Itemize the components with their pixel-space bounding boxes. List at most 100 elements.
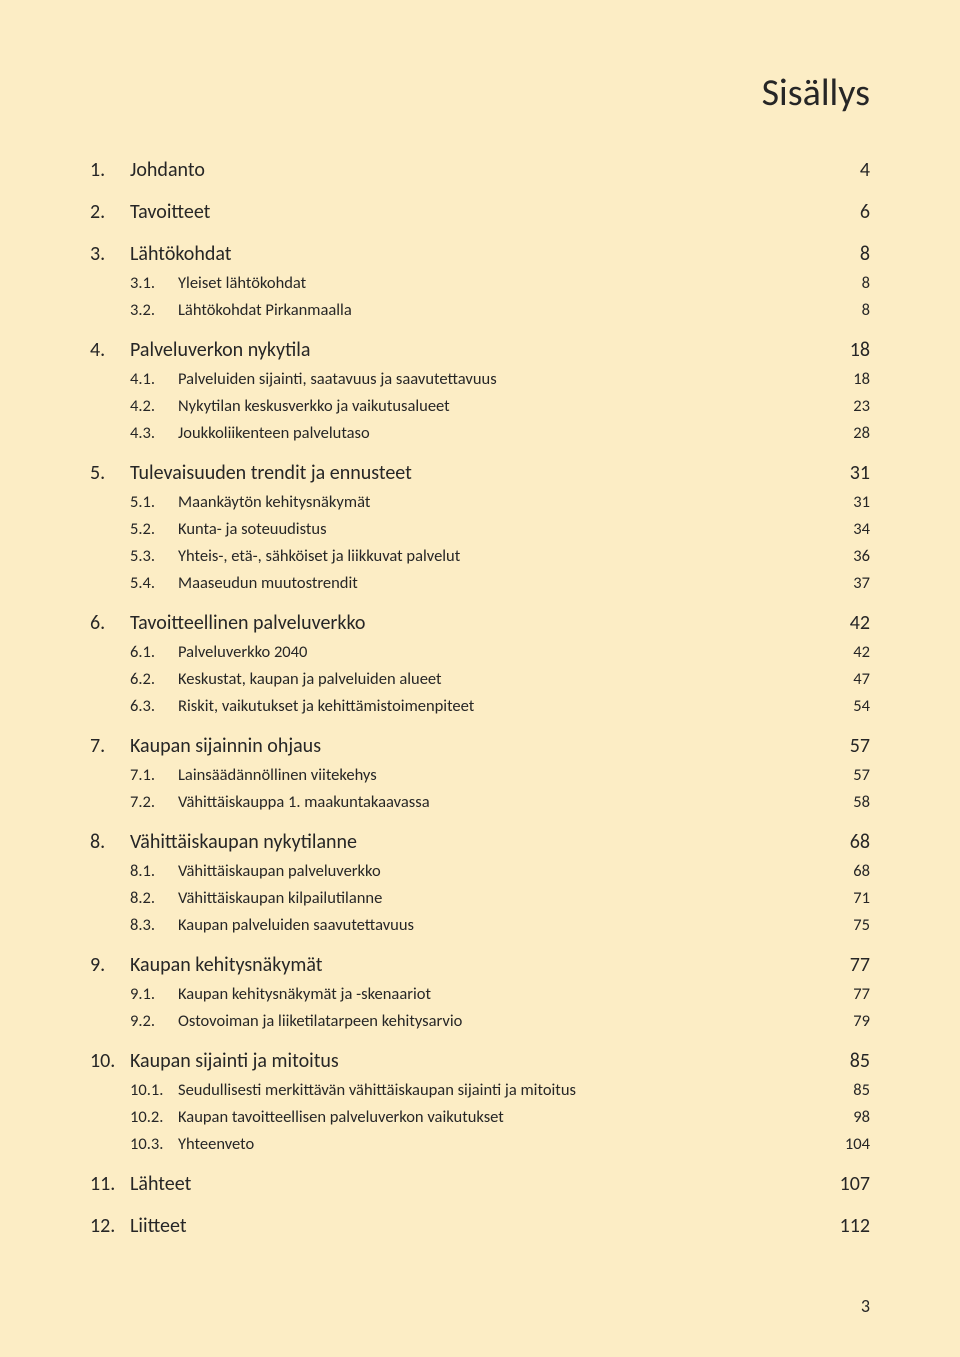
- toc-lvl1-item: 9.Kaupan kehitysnäkymät77: [90, 953, 870, 977]
- toc-lvl2-label: Nykytilan keskusverkko ja vaikutusalueet: [178, 396, 820, 416]
- toc-lvl2-item: 8.3.Kaupan palveluiden saavutettavuus75: [90, 915, 870, 935]
- toc-lvl2-page: 79: [820, 1011, 870, 1031]
- toc-lvl1-num: 8.: [90, 830, 130, 854]
- toc-lvl2-label: Kaupan kehitysnäkymät ja -skenaariot: [178, 984, 820, 1004]
- toc-lvl2-num: 7.1.: [130, 765, 178, 785]
- toc-lvl2-item: 7.1.Lainsäädännöllinen viitekehys57: [90, 765, 870, 785]
- toc-lvl2-label: Yleiset lähtökohdat: [178, 273, 820, 293]
- toc-lvl2-num: 10.2.: [130, 1107, 178, 1127]
- toc-lvl2-label: Yhteenveto: [178, 1134, 820, 1154]
- toc-lvl2-page: 104: [820, 1134, 870, 1154]
- toc-lvl2-label: Vähittäiskaupan palveluverkko: [178, 861, 820, 881]
- toc-lvl2-num: 10.1.: [130, 1080, 178, 1100]
- toc-lvl1-page: 8: [820, 242, 870, 266]
- toc-lvl2-num: 10.3.: [130, 1134, 178, 1154]
- toc-lvl1-page: 68: [820, 830, 870, 854]
- toc-lvl1-item: 6.Tavoitteellinen palveluverkko42: [90, 611, 870, 635]
- toc-lvl2-page: 18: [820, 369, 870, 389]
- toc-lvl1-page: 18: [820, 338, 870, 362]
- toc-lvl1-item: 11.Lähteet107: [90, 1172, 870, 1196]
- toc-lvl1-label: Tavoitteet: [130, 200, 820, 224]
- toc-lvl1-page: 85: [820, 1049, 870, 1073]
- toc-lvl2-page: 8: [820, 300, 870, 320]
- toc-lvl2-page: 68: [820, 861, 870, 881]
- toc-lvl2-item: 3.2.Lähtökohdat Pirkanmaalla8: [90, 300, 870, 320]
- toc-lvl2-item: 3.1.Yleiset lähtökohdat8: [90, 273, 870, 293]
- toc-lvl2-page: 37: [820, 573, 870, 593]
- toc-lvl2-label: Joukkoliikenteen palvelutaso: [178, 423, 820, 443]
- toc-lvl2-num: 6.2.: [130, 669, 178, 689]
- toc-lvl1-item: 1.Johdanto4: [90, 158, 870, 182]
- toc-lvl2-label: Maaseudun muutostrendit: [178, 573, 820, 593]
- toc-lvl2-page: 71: [820, 888, 870, 908]
- toc-lvl2-page: 28: [820, 423, 870, 443]
- toc-lvl2-num: 6.1.: [130, 642, 178, 662]
- toc-lvl2-num: 9.1.: [130, 984, 178, 1004]
- toc-lvl2-page: 36: [820, 546, 870, 566]
- toc-lvl2-label: Kaupan tavoitteellisen palveluverkon vai…: [178, 1107, 820, 1127]
- toc-lvl2-label: Vähittäiskauppa 1. maakuntakaavassa: [178, 792, 820, 812]
- toc-lvl2-num: 8.3.: [130, 915, 178, 935]
- toc-lvl1-item: 4.Palveluverkon nykytila18: [90, 338, 870, 362]
- toc-lvl2-item: 10.2.Kaupan tavoitteellisen palveluverko…: [90, 1107, 870, 1127]
- toc-lvl1-label: Johdanto: [130, 158, 820, 182]
- toc-lvl2-item: 8.1.Vähittäiskaupan palveluverkko68: [90, 861, 870, 881]
- toc-lvl1-page: 112: [820, 1214, 870, 1238]
- toc-lvl2-page: 34: [820, 519, 870, 539]
- toc-lvl2-num: 5.4.: [130, 573, 178, 593]
- toc-lvl1-item: 7.Kaupan sijainnin ohjaus57: [90, 734, 870, 758]
- toc-lvl1-label: Lähtökohdat: [130, 242, 820, 266]
- toc-lvl1-num: 1.: [90, 158, 130, 182]
- toc-lvl1-num: 6.: [90, 611, 130, 635]
- toc-lvl1-label: Lähteet: [130, 1172, 820, 1196]
- toc-lvl2-page: 85: [820, 1080, 870, 1100]
- toc-lvl1-num: 3.: [90, 242, 130, 266]
- toc-lvl1-num: 10.: [90, 1049, 130, 1073]
- toc-lvl1-label: Kaupan kehitysnäkymät: [130, 953, 820, 977]
- toc-lvl2-label: Maankäytön kehitysnäkymät: [178, 492, 820, 512]
- toc-lvl2-page: 54: [820, 696, 870, 716]
- toc-lvl1-num: 7.: [90, 734, 130, 758]
- toc-lvl2-page: 42: [820, 642, 870, 662]
- toc-lvl2-label: Lähtökohdat Pirkanmaalla: [178, 300, 820, 320]
- toc-lvl1-item: 8.Vähittäiskaupan nykytilanne68: [90, 830, 870, 854]
- toc-lvl2-item: 8.2.Vähittäiskaupan kilpailutilanne71: [90, 888, 870, 908]
- toc-lvl1-num: 5.: [90, 461, 130, 485]
- toc-lvl1-page: 107: [820, 1172, 870, 1196]
- toc-lvl2-label: Seudullisesti merkittävän vähittäiskaupa…: [178, 1080, 820, 1100]
- toc-lvl2-item: 7.2.Vähittäiskauppa 1. maakuntakaavassa5…: [90, 792, 870, 812]
- toc-lvl2-item: 6.2.Keskustat, kaupan ja palveluiden alu…: [90, 669, 870, 689]
- toc-lvl2-num: 4.1.: [130, 369, 178, 389]
- toc-lvl2-label: Palveluverkko 2040: [178, 642, 820, 662]
- toc-lvl2-num: 5.2.: [130, 519, 178, 539]
- toc-lvl2-num: 8.1.: [130, 861, 178, 881]
- toc-lvl1-page: 6: [820, 200, 870, 224]
- toc-lvl2-label: Ostovoiman ja liiketilatarpeen kehitysar…: [178, 1011, 820, 1031]
- toc-lvl2-num: 5.3.: [130, 546, 178, 566]
- toc-lvl2-num: 9.2.: [130, 1011, 178, 1031]
- toc-lvl2-label: Lainsäädännöllinen viitekehys: [178, 765, 820, 785]
- toc-lvl2-item: 5.3.Yhteis-, etä-, sähköiset ja liikkuva…: [90, 546, 870, 566]
- toc-lvl1-label: Kaupan sijainti ja mitoitus: [130, 1049, 820, 1073]
- footer-page-number: 3: [861, 1295, 870, 1317]
- toc-lvl2-num: 6.3.: [130, 696, 178, 716]
- toc-lvl2-item: 10.3.Yhteenveto104: [90, 1134, 870, 1154]
- toc-lvl2-num: 5.1.: [130, 492, 178, 512]
- toc-lvl2-page: 23: [820, 396, 870, 416]
- table-of-contents: 1.Johdanto42.Tavoitteet63.Lähtökohdat83.…: [90, 158, 870, 1238]
- toc-lvl2-item: 4.3.Joukkoliikenteen palvelutaso28: [90, 423, 870, 443]
- toc-lvl2-label: Palveluiden sijainti, saatavuus ja saavu…: [178, 369, 820, 389]
- toc-lvl1-item: 5.Tulevaisuuden trendit ja ennusteet31: [90, 461, 870, 485]
- toc-lvl2-num: 3.1.: [130, 273, 178, 293]
- toc-lvl1-label: Tavoitteellinen palveluverkko: [130, 611, 820, 635]
- toc-lvl2-item: 5.2.Kunta- ja soteuudistus34: [90, 519, 870, 539]
- toc-lvl1-label: Tulevaisuuden trendit ja ennusteet: [130, 461, 820, 485]
- toc-lvl2-item: 6.3.Riskit, vaikutukset ja kehittämistoi…: [90, 696, 870, 716]
- toc-lvl1-page: 77: [820, 953, 870, 977]
- toc-lvl2-page: 57: [820, 765, 870, 785]
- toc-lvl1-item: 2.Tavoitteet6: [90, 200, 870, 224]
- toc-lvl1-page: 42: [820, 611, 870, 635]
- toc-lvl2-page: 98: [820, 1107, 870, 1127]
- toc-lvl1-num: 12.: [90, 1214, 130, 1238]
- toc-lvl2-num: 8.2.: [130, 888, 178, 908]
